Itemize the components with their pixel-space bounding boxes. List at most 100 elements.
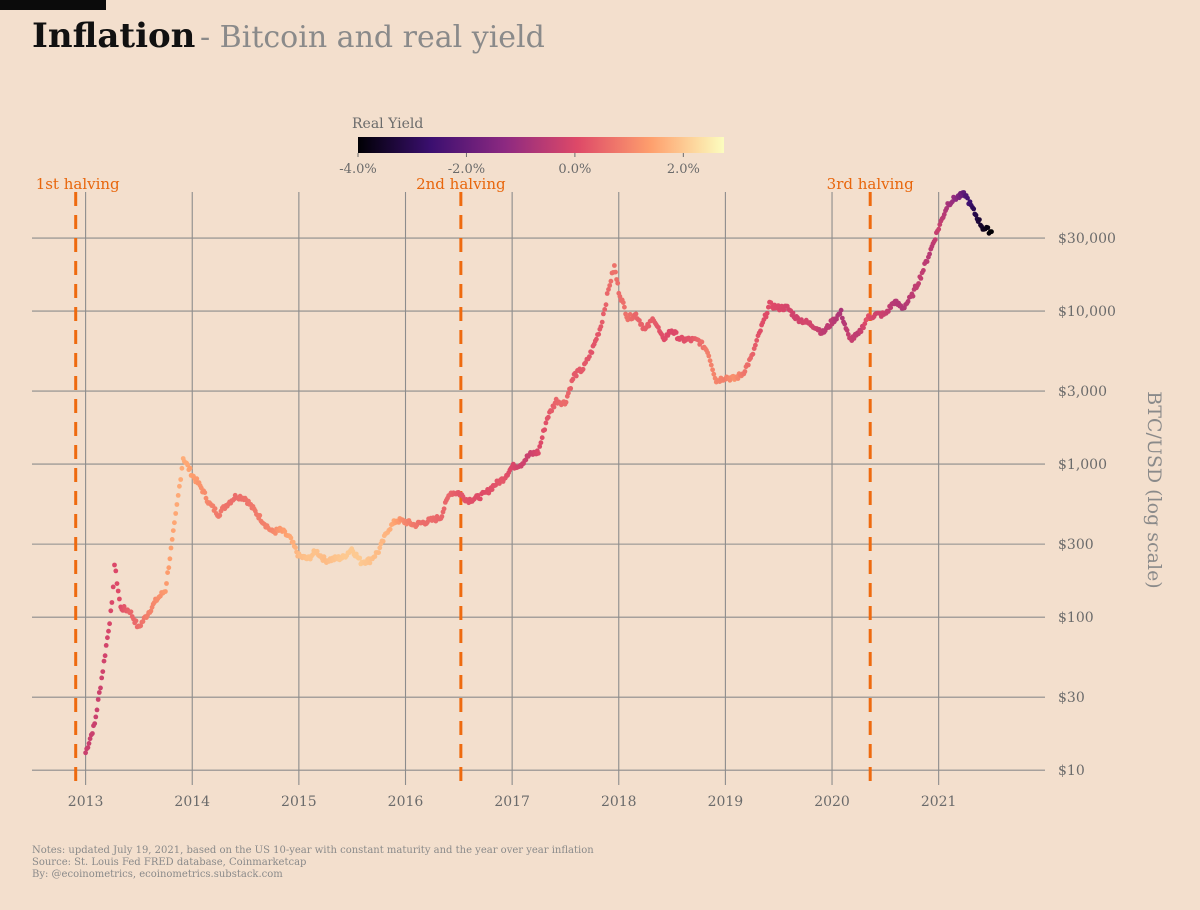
price-point — [916, 281, 921, 286]
chart-title: Inflation — [32, 16, 196, 56]
price-point — [549, 408, 555, 414]
price-point — [834, 316, 839, 322]
price-point — [673, 330, 679, 335]
price-point — [845, 332, 851, 337]
price-point — [637, 318, 642, 323]
price-point — [493, 482, 498, 488]
price-point — [202, 490, 208, 495]
price-point — [607, 283, 613, 288]
price-point — [170, 528, 176, 533]
price-point — [766, 304, 771, 310]
price-point — [924, 259, 930, 264]
price-point — [663, 336, 668, 342]
price-point — [606, 287, 611, 292]
price-point — [754, 338, 760, 343]
price-point — [114, 581, 120, 586]
price-point — [622, 304, 627, 310]
y-tick-label: $1,000 — [1058, 457, 1107, 473]
price-point — [620, 300, 626, 305]
price-point — [888, 305, 894, 311]
price-point — [545, 414, 551, 420]
price-point — [706, 353, 712, 359]
price-point — [96, 690, 102, 695]
price-point — [932, 237, 938, 243]
price-point — [601, 311, 606, 317]
y-tick-label: $3,000 — [1058, 384, 1107, 400]
price-point — [989, 229, 994, 235]
price-point — [377, 545, 383, 551]
price-point — [613, 269, 618, 275]
price-point — [179, 465, 185, 471]
price-point — [103, 643, 109, 648]
price-point — [711, 371, 717, 377]
price-point — [101, 658, 107, 664]
price-point — [551, 404, 557, 410]
halving-label: 3rd halving — [827, 175, 914, 193]
price-point — [758, 328, 763, 334]
x-tick-label: 2017 — [494, 794, 530, 810]
price-point — [779, 303, 785, 309]
price-point — [617, 294, 623, 299]
colorbar-tick-label: -4.0% — [339, 162, 376, 177]
chart-notes: Notes: updated July 19, 2021, based on t… — [32, 845, 594, 881]
price-point — [587, 354, 592, 359]
price-point — [573, 373, 579, 379]
price-point — [108, 608, 114, 614]
x-tick-label: 2018 — [601, 794, 637, 810]
price-point — [95, 697, 101, 702]
price-point — [941, 212, 947, 217]
x-tick-label: 2019 — [708, 794, 744, 810]
chart-subtitle: - Bitcoin and real yield — [200, 20, 545, 55]
price-point — [380, 538, 386, 544]
price-point — [656, 325, 661, 330]
price-point — [106, 628, 111, 634]
price-point — [314, 548, 320, 554]
source-line: Source: St. Louis Fed FRED database, Coi… — [32, 857, 307, 868]
price-point — [639, 321, 645, 327]
price-point — [837, 311, 843, 317]
price-point — [646, 323, 652, 329]
y-tick-label: $10,000 — [1058, 304, 1116, 320]
price-point — [598, 324, 604, 329]
price-point — [699, 339, 705, 345]
price-point — [910, 293, 916, 299]
price-point — [175, 493, 181, 498]
price-point — [568, 386, 574, 391]
price-point — [538, 440, 544, 446]
price-point — [290, 539, 296, 545]
price-point — [604, 291, 610, 296]
price-point — [173, 511, 179, 516]
price-point — [100, 669, 106, 674]
price-point — [107, 621, 112, 627]
price-point — [707, 358, 713, 364]
price-point — [86, 741, 92, 746]
price-point — [816, 327, 822, 332]
x-tick-label: 2014 — [174, 794, 210, 810]
y-tick-label: $300 — [1058, 537, 1094, 553]
price-point — [194, 476, 200, 482]
price-point — [367, 560, 373, 566]
price-point — [539, 435, 545, 441]
price-point — [439, 514, 445, 519]
header-accent-bar — [0, 0, 106, 10]
price-point — [372, 554, 378, 559]
price-point — [790, 310, 796, 316]
price-point — [710, 367, 715, 373]
price-point — [589, 350, 595, 355]
price-point — [839, 315, 845, 321]
price-point — [563, 399, 569, 405]
x-tick-label: 2020 — [814, 794, 850, 810]
price-point — [282, 529, 288, 534]
price-point — [110, 584, 116, 590]
price-point — [768, 300, 774, 305]
price-point — [257, 513, 263, 518]
price-point — [166, 565, 172, 571]
price-point — [745, 362, 751, 368]
price-point — [862, 321, 868, 327]
colorbar-tick-label: 0.0% — [558, 162, 591, 177]
colorbar-tick-label: 2.0% — [667, 162, 700, 177]
price-point — [594, 336, 599, 342]
price-point — [117, 596, 122, 602]
price-point — [99, 675, 105, 681]
price-point — [599, 319, 605, 325]
